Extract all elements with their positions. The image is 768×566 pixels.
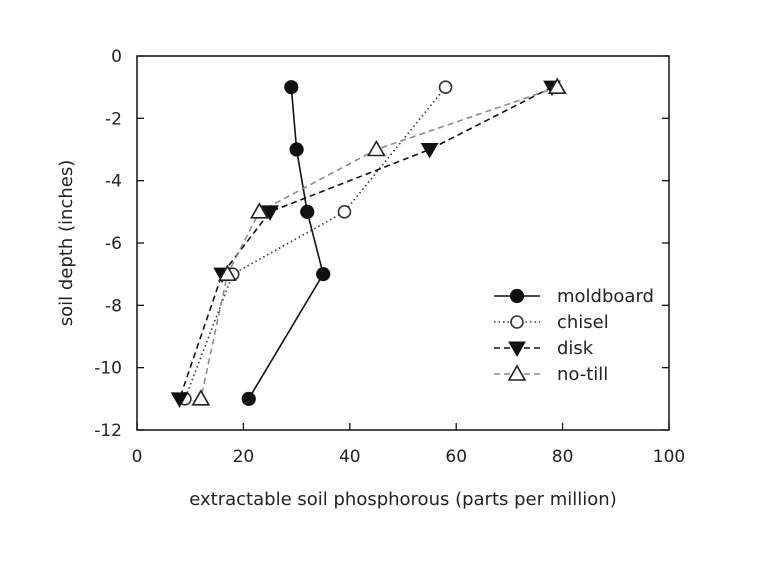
no-till-point xyxy=(249,202,269,219)
disk-point xyxy=(170,392,189,408)
no-till-point xyxy=(547,77,567,94)
disk-point xyxy=(420,143,439,159)
axis-ticks: 0 20 40 60 80 100 0 -2 -4 -6 -8 -10 -12 xyxy=(94,47,685,467)
no-till-point xyxy=(218,264,237,281)
moldboard-line xyxy=(248,87,325,400)
markers-no-till xyxy=(191,77,567,406)
x-tick-label: 40 xyxy=(339,447,361,467)
legend-label: no-till xyxy=(557,364,608,385)
x-tick-label: 100 xyxy=(653,447,685,467)
markers-disk xyxy=(170,80,561,408)
moldboard-point xyxy=(316,267,331,282)
disk-line xyxy=(178,86,553,400)
x-tick-label: 60 xyxy=(445,447,467,467)
y-tick-label: -4 xyxy=(105,172,122,192)
x-tick-label: 20 xyxy=(233,447,255,467)
legend-marker xyxy=(507,364,527,381)
y-tick-label: -8 xyxy=(105,296,122,316)
markers-moldboard xyxy=(241,80,331,406)
moldboard-point xyxy=(284,80,299,95)
y-axis-title: soil depth (inches) xyxy=(56,160,77,326)
disk-point xyxy=(261,205,279,221)
legend: moldboard chisel disk no-till xyxy=(494,286,654,385)
y-tick-label: -2 xyxy=(105,109,122,129)
moldboard-point xyxy=(241,391,256,406)
legend-item-chisel: chisel xyxy=(494,312,609,333)
legend-item-no-till: no-till xyxy=(494,364,608,385)
x-tick-label: 80 xyxy=(552,447,574,467)
x-tick-label: 0 xyxy=(132,447,143,467)
legend-marker xyxy=(508,341,526,358)
y-tick-label: 0 xyxy=(111,47,122,67)
series-moldboard xyxy=(248,87,325,400)
y-tick-label: -12 xyxy=(94,421,122,441)
legend-label: chisel xyxy=(557,312,609,333)
x-axis-title: extractable soil phosphorous (parts per … xyxy=(189,489,616,510)
legend-item-disk: disk xyxy=(494,338,594,359)
legend-marker xyxy=(509,288,525,304)
series-no-till xyxy=(200,86,558,400)
no-till-point xyxy=(367,139,386,157)
legend-label: moldboard xyxy=(557,286,654,307)
moldboard-point xyxy=(300,204,315,219)
y-tick-label: -6 xyxy=(105,234,122,254)
legend-item-moldboard: moldboard xyxy=(494,286,654,307)
moldboard-point xyxy=(289,142,304,157)
chisel-point xyxy=(337,205,352,219)
no-till-line xyxy=(200,86,558,400)
series-disk xyxy=(178,86,553,400)
series-layer xyxy=(170,77,567,408)
legend-marker xyxy=(510,315,524,329)
y-tick-label: -10 xyxy=(94,359,122,379)
no-till-point xyxy=(191,389,211,406)
chisel-point xyxy=(438,80,453,94)
legend-label: disk xyxy=(557,338,594,359)
